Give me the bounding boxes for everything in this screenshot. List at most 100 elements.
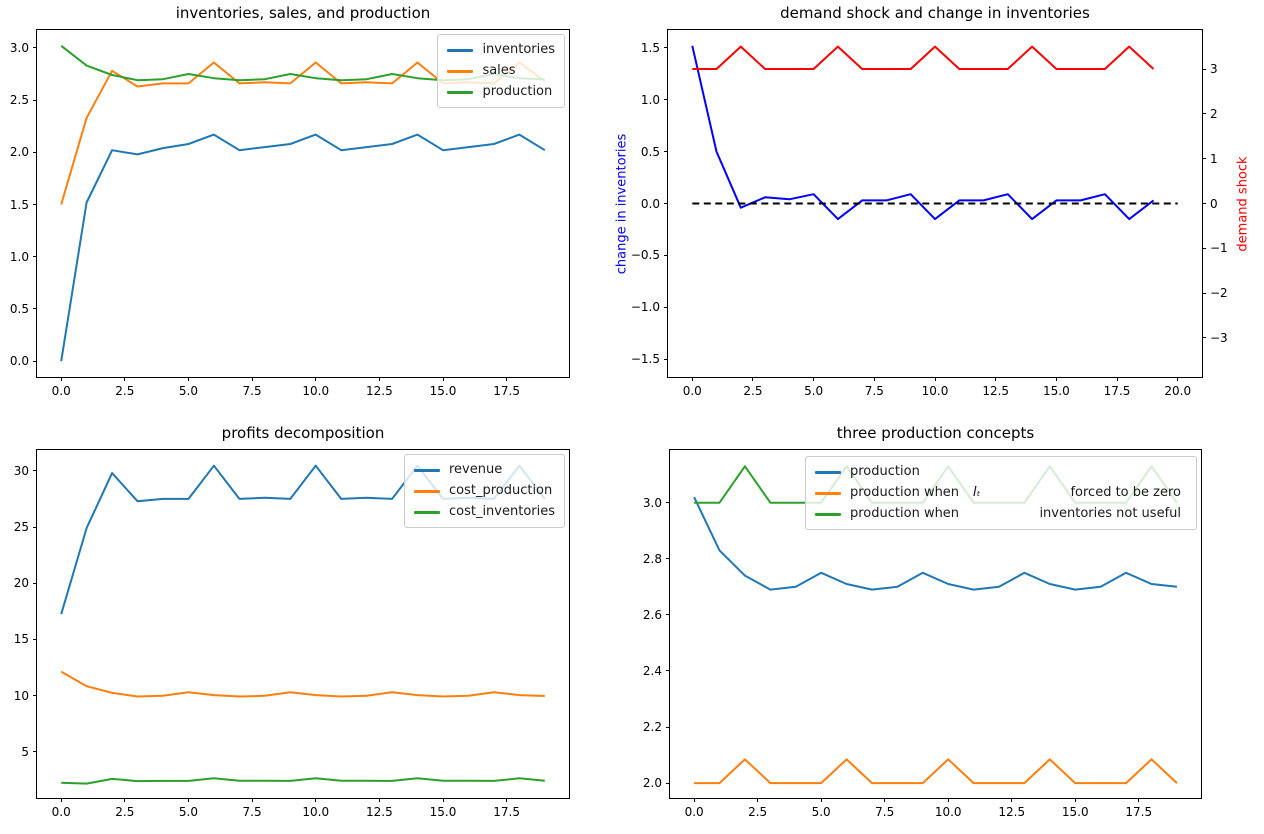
axes-profits-decomposition: profits decomposition 0.0 2.5 5.0 7.5 10.0 12… — [14, 424, 570, 819]
legend-label: revenue — [448, 462, 503, 477]
x-tick-label: 2.5 — [743, 384, 763, 398]
x-tick-label: 5.0 — [811, 805, 831, 819]
y-tick-label-right: 3 — [1210, 62, 1218, 76]
legend-item: production — [447, 84, 555, 100]
y-tick-label: 2.6 — [642, 607, 662, 622]
x-tick-mark — [1116, 377, 1118, 381]
axes-demand-shock-change-in-inventories: demand shock and change in inventories c… — [615, 4, 1251, 398]
x-tick-label: 17.5 — [1125, 805, 1153, 819]
legend-line-swatch — [447, 90, 474, 94]
y-tick-mark-right — [1202, 292, 1206, 294]
y-tick-label: 20 — [13, 576, 29, 591]
x-tick-label: 5.0 — [178, 384, 198, 398]
legend-line-swatch — [413, 489, 440, 493]
y-tick-label: 1.0 — [640, 92, 660, 107]
y-tick-mark — [33, 99, 37, 101]
legend-label: cost_inventories — [448, 504, 555, 519]
series-line-production-when-inventories-forced-to-be-zero — [694, 758, 1178, 785]
x-tick-mark — [934, 377, 936, 381]
legend-item: cost_production — [413, 483, 555, 499]
y-tick-mark — [33, 695, 37, 697]
y-tick-label: 2.0 — [9, 145, 29, 160]
y-tick-label: 1.5 — [9, 197, 29, 212]
legend-label: production — [850, 464, 920, 479]
x-tick-label: 7.5 — [864, 384, 884, 398]
y-tick-label: 10 — [13, 688, 29, 703]
x-tick-label: 17.5 — [1103, 384, 1131, 398]
x-tick-mark — [813, 377, 815, 381]
y-tick-label-right: 0 — [1210, 196, 1218, 211]
y-tick-mark — [664, 47, 668, 49]
x-tick-mark — [251, 798, 253, 802]
x-tick-mark — [506, 377, 508, 381]
x-tick-label: 15.0 — [429, 805, 457, 819]
y-axis-label-left: change in inventories — [614, 133, 630, 274]
legend-line-swatch — [447, 69, 474, 73]
series-line-cost-production — [60, 670, 545, 698]
x-tick-mark — [1074, 798, 1076, 802]
y-tick-label: 15 — [13, 632, 29, 647]
x-tick-label: 5.0 — [178, 805, 198, 819]
legend: production production when Iₜ forced to … — [805, 456, 1197, 530]
y-tick-mark-right — [1202, 113, 1206, 115]
legend-line-swatch — [413, 510, 440, 514]
legend-label-math: Iₜ — [973, 485, 981, 500]
legend-label: sales — [482, 63, 516, 78]
series-line-change-in-inventories — [691, 45, 1155, 221]
y-tick-label: −0.5 — [630, 248, 660, 263]
y-tick-label: 1.0 — [9, 249, 29, 264]
y-tick-mark — [666, 502, 670, 504]
x-tick-mark — [691, 377, 693, 381]
legend: revenue cost_production cost_inventories — [403, 454, 565, 528]
y-tick-mark-right — [1202, 247, 1206, 249]
x-tick-mark — [820, 798, 822, 802]
y-tick-label: 2.0 — [642, 776, 662, 791]
y-tick-mark — [664, 306, 668, 308]
x-tick-label: 2.5 — [115, 805, 135, 819]
x-tick-label: 0.0 — [682, 384, 702, 398]
legend-label-suffix: forced to be zero — [1070, 485, 1181, 500]
x-tick-label: 0.0 — [51, 384, 71, 398]
y-tick-mark — [664, 151, 668, 153]
x-tick-label: 17.5 — [493, 384, 520, 398]
y-tick-label: 0.5 — [9, 301, 29, 316]
y-tick-label-right: −1 — [1210, 241, 1228, 256]
y-tick-mark — [33, 204, 37, 206]
legend-label: production when — [850, 485, 960, 500]
series-line-demand-shock — [692, 45, 1155, 70]
x-tick-label: 5.0 — [804, 384, 824, 398]
y-tick-label: 3.0 — [9, 40, 29, 55]
plot-title: inventories, sales, and production — [175, 4, 431, 22]
x-tick-label: 7.5 — [875, 805, 895, 819]
y-tick-label-right: 1 — [1210, 151, 1218, 166]
y-tick-label: −1.0 — [630, 300, 660, 315]
y-tick-label-right: −2 — [1210, 286, 1228, 301]
y-tick-mark-right — [1202, 68, 1206, 70]
y-tick-mark — [33, 526, 37, 528]
x-tick-mark — [693, 798, 695, 802]
y-tick-label: 2.2 — [642, 720, 662, 735]
x-tick-mark — [187, 377, 189, 381]
x-tick-mark — [60, 798, 62, 802]
x-tick-mark — [884, 798, 886, 802]
legend-label: production — [482, 84, 553, 99]
y-tick-mark — [664, 254, 668, 256]
y-tick-label: 0.0 — [9, 354, 29, 369]
y-tick-mark — [664, 203, 668, 204]
x-tick-mark — [442, 798, 444, 802]
y-tick-label: 0.5 — [640, 144, 660, 159]
x-tick-mark — [506, 798, 508, 802]
x-tick-mark — [442, 377, 444, 381]
y-tick-label-right: 2 — [1210, 106, 1218, 121]
y-tick-mark — [33, 751, 37, 753]
y-tick-mark — [666, 558, 670, 560]
legend-item: inventories — [447, 42, 555, 58]
legend-item: cost_inventories — [413, 504, 555, 520]
axes-inventories-sales-production: inventories, sales, and production 0.0 2.… — [10, 4, 570, 398]
y-tick-mark — [664, 99, 668, 101]
x-tick-label: 12.5 — [998, 805, 1026, 819]
legend-item: production when inventories not useful — [815, 506, 1187, 522]
y-tick-mark — [33, 360, 37, 362]
y-tick-mark — [33, 256, 37, 258]
y-tick-mark-right — [1202, 337, 1206, 339]
